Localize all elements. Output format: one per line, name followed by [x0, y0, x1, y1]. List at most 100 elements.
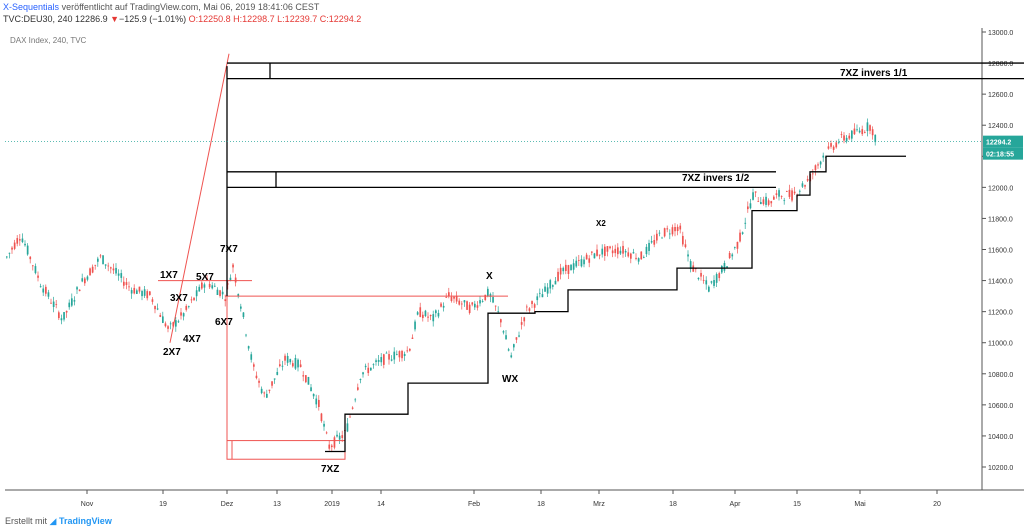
candle-up	[310, 387, 312, 391]
candle-down	[406, 350, 409, 352]
candle-up	[552, 285, 554, 287]
ohlc-values: O:12250.8 H:12298.7 L:12239.7 C:12294.2	[188, 14, 362, 24]
candle-up	[346, 423, 349, 432]
candle-up	[669, 233, 671, 235]
candle-up	[697, 277, 700, 280]
candle-up	[71, 298, 73, 306]
candle-down	[133, 287, 136, 294]
annotation-label: 7XZ invers 1/2	[682, 173, 750, 184]
symbol-label: DAX Index, 240, TVC	[10, 36, 87, 45]
candle-up	[723, 262, 726, 271]
change-down-icon: ▼	[110, 14, 120, 24]
candle-down	[640, 251, 643, 260]
candle-down	[611, 250, 614, 254]
candle-up	[338, 435, 341, 440]
candle-up	[819, 161, 822, 165]
candle-down	[19, 239, 21, 241]
candle-down	[684, 244, 687, 248]
candle-up	[385, 352, 388, 354]
last-price-tag	[983, 135, 1023, 148]
candle-down	[676, 226, 679, 232]
countdown-tag	[983, 147, 1023, 160]
candle-down	[318, 399, 320, 407]
candle-up	[156, 308, 159, 310]
candle-up	[364, 365, 367, 368]
candle-up	[195, 290, 198, 297]
candle-up	[198, 286, 201, 292]
published-text: veröffentlicht auf TradingView.com, Mai …	[61, 2, 320, 12]
candle-down	[206, 278, 208, 281]
candle-up	[474, 303, 476, 308]
publish-info: X-Sequentials veröffentlicht auf Trading…	[3, 2, 319, 12]
candle-up	[487, 288, 489, 297]
candle-down	[227, 283, 229, 285]
candles-group	[6, 118, 877, 453]
candle-down	[604, 246, 606, 256]
candle-down	[284, 355, 286, 361]
candle-up	[518, 335, 520, 337]
candle-up	[801, 183, 804, 187]
candle-down	[864, 132, 866, 133]
candle-up	[21, 238, 24, 243]
candle-down	[208, 283, 211, 288]
candle-up	[505, 335, 507, 340]
candle-down	[458, 300, 461, 305]
candle-down	[455, 295, 458, 302]
candle-down	[419, 307, 422, 317]
candle-up	[502, 331, 505, 333]
footer-brand[interactable]: TradingView	[58, 516, 112, 526]
price-tick-label: 11000.0	[988, 341, 1013, 348]
candle-up	[34, 266, 37, 274]
candle-up	[307, 376, 310, 385]
time-tick-label: Mai	[854, 501, 866, 508]
candle-down	[84, 278, 86, 284]
candle-down	[773, 196, 775, 200]
candle-down	[757, 201, 760, 203]
candle-up	[362, 372, 364, 375]
candle-up	[143, 289, 146, 296]
candle-up	[562, 267, 565, 272]
candle-down	[58, 312, 60, 319]
publisher-link[interactable]: X-Sequentials	[3, 2, 60, 12]
candle-down	[89, 268, 91, 276]
candle-up	[414, 321, 416, 330]
candle-down	[65, 310, 68, 313]
candle-up	[97, 258, 99, 262]
candle-down	[578, 259, 580, 261]
annotation-label: WX	[502, 374, 518, 385]
candle-down	[255, 375, 258, 379]
candle-up	[489, 294, 492, 297]
candle-down	[812, 173, 814, 175]
price-tick-label: 11400.0	[988, 279, 1013, 286]
candle-down	[94, 264, 97, 266]
candle-down	[663, 228, 666, 237]
candle-up	[845, 137, 848, 142]
price-chart[interactable]: 10200.0 10400.0 10600.0 10800.0 11000.0 11200…	[0, 26, 1024, 516]
price-tick-label: 11800.0	[988, 216, 1013, 223]
candle-up	[354, 399, 357, 401]
candle-down	[736, 241, 739, 249]
candle-up	[632, 252, 635, 254]
plot-area[interactable]	[5, 28, 982, 490]
candle-up	[390, 359, 393, 361]
candle-up	[216, 289, 219, 296]
candle-down	[453, 296, 455, 299]
candle-down	[775, 193, 778, 195]
candle-up	[8, 252, 11, 254]
annotation-label: 6X7	[215, 317, 233, 328]
candle-down	[32, 265, 34, 267]
candle-up	[372, 364, 375, 366]
candle-down	[606, 246, 609, 252]
candle-up	[237, 294, 240, 297]
candle-up	[250, 354, 253, 360]
candle-up	[570, 264, 572, 271]
candle-up	[289, 359, 292, 363]
last-price: 12286.9	[75, 14, 108, 24]
candle-up	[276, 371, 279, 375]
candle-down	[409, 348, 411, 351]
time-tick-label: 19	[159, 501, 167, 508]
candle-up	[221, 291, 224, 295]
candle-down	[835, 142, 838, 148]
candle-down	[617, 247, 619, 255]
candle-up	[281, 365, 284, 367]
